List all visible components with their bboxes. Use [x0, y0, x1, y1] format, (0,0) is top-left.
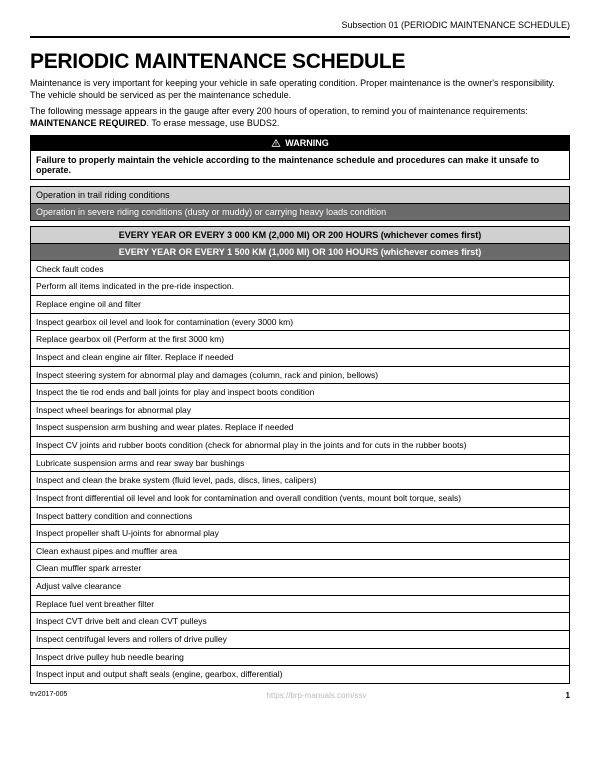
task-row: Replace fuel vent breather filter	[30, 595, 570, 614]
task-row: Inspect and clean the brake system (flui…	[30, 471, 570, 490]
task-list: Check fault codes Perform all items indi…	[30, 260, 570, 684]
task-row: Inspect front differential oil level and…	[30, 489, 570, 508]
page-title: PERIODIC MAINTENANCE SCHEDULE	[30, 50, 570, 74]
footer-docid: trv2017-005	[30, 691, 67, 700]
intro2-lead: The following message appears in the gau…	[30, 106, 528, 116]
task-row: Inspect input and output shaft seals (en…	[30, 665, 570, 684]
task-row: Inspect propeller shaft U-joints for abn…	[30, 524, 570, 543]
task-row: Inspect battery condition and connection…	[30, 507, 570, 526]
task-row: Inspect drive pulley hub needle bearing	[30, 648, 570, 667]
condition-trail: Operation in trail riding conditions	[30, 186, 570, 204]
footer-watermark: https://brp-manuals.com/ssv	[67, 691, 565, 700]
intro-paragraph-1: Maintenance is very important for keepin…	[30, 78, 570, 101]
warning-icon	[271, 138, 281, 148]
task-row: Inspect CVT drive belt and clean CVT pul…	[30, 612, 570, 631]
warning-body: Failure to properly maintain the vehicle…	[30, 151, 570, 180]
task-row: Check fault codes	[30, 260, 570, 279]
task-row: Clean exhaust pipes and muffler area	[30, 542, 570, 561]
task-row: Clean muffler spark arrester	[30, 559, 570, 578]
task-row: Replace gearbox oil (Perform at the firs…	[30, 330, 570, 349]
task-row: Lubricate suspension arms and rear sway …	[30, 454, 570, 473]
task-row: Inspect gearbox oil level and look for c…	[30, 313, 570, 332]
task-row: Inspect CV joints and rubber boots condi…	[30, 436, 570, 455]
task-row: Inspect centrifugal levers and rollers o…	[30, 630, 570, 649]
task-row: Inspect steering system for abnormal pla…	[30, 366, 570, 385]
interval-normal: EVERY YEAR OR EVERY 3 000 KM (2,000 MI) …	[30, 226, 570, 244]
condition-severe: Operation in severe riding conditions (d…	[30, 203, 570, 221]
interval-severe: EVERY YEAR OR EVERY 1 500 KM (1,000 MI) …	[30, 243, 570, 261]
footer: trv2017-005 https://brp-manuals.com/ssv …	[30, 691, 570, 700]
intro2-tail: . To erase message, use BUDS2.	[147, 118, 280, 128]
task-row: Adjust valve clearance	[30, 577, 570, 596]
task-row: Inspect suspension arm bushing and wear …	[30, 418, 570, 437]
task-row: Perform all items indicated in the pre-r…	[30, 277, 570, 296]
task-row: Replace engine oil and filter	[30, 295, 570, 314]
footer-page: 1	[566, 691, 570, 700]
task-row: Inspect wheel bearings for abnormal play	[30, 401, 570, 420]
warning-label: WARNING	[285, 138, 329, 148]
subsection-header: Subsection 01 (PERIODIC MAINTENANCE SCHE…	[30, 20, 570, 38]
task-row: Inspect the tie rod ends and ball joints…	[30, 383, 570, 402]
intro-paragraph-2: The following message appears in the gau…	[30, 106, 570, 129]
task-row: Inspect and clean engine air filter. Rep…	[30, 348, 570, 367]
warning-header: WARNING	[30, 135, 570, 151]
intro2-bold: MAINTENANCE REQUIRED	[30, 118, 147, 128]
